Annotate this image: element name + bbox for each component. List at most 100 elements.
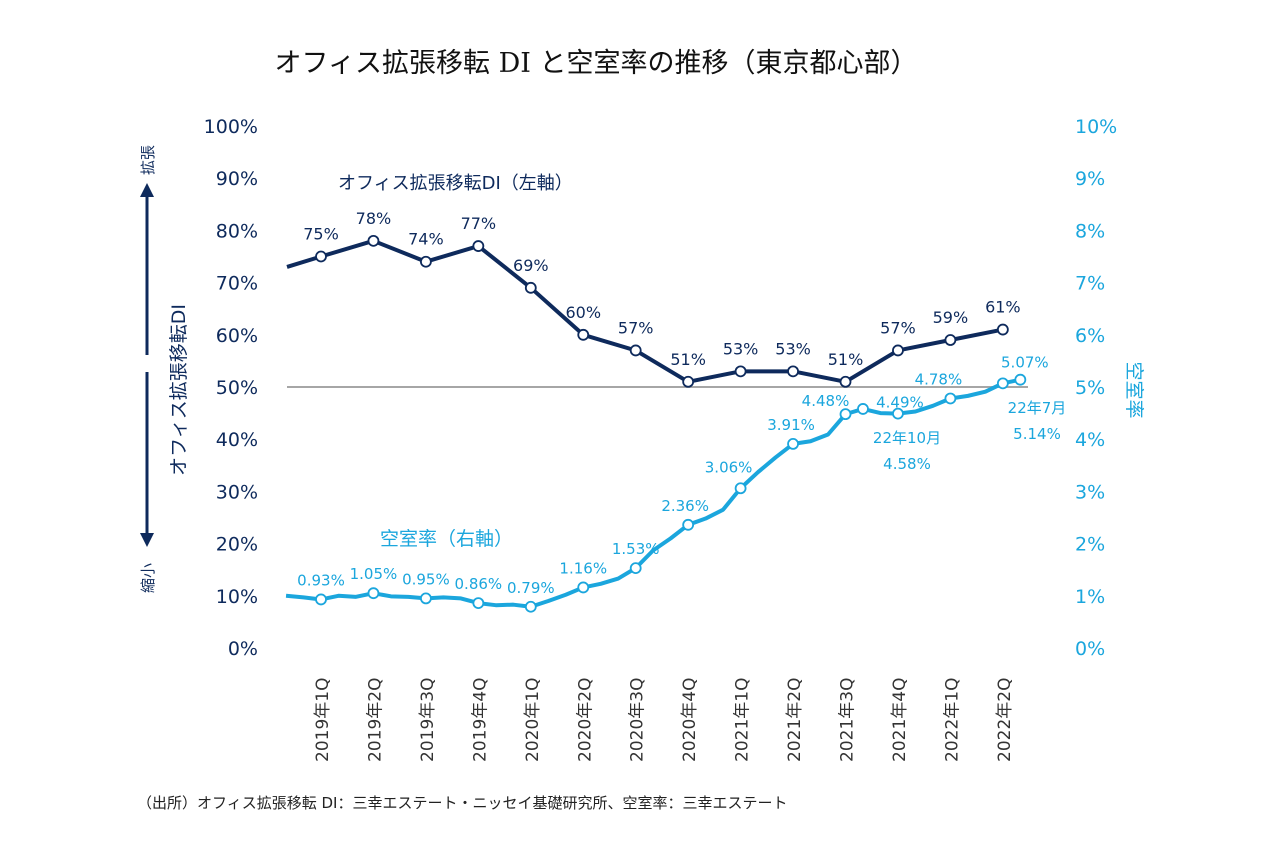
right-tick-label: 10% [1075, 116, 1117, 138]
di-data-label: 60% [565, 303, 601, 322]
x-tick-label: 2022年2Q [995, 678, 1015, 762]
right-tick-label: 2% [1075, 534, 1105, 556]
di-marker [892, 344, 904, 357]
di-data-label: 51% [828, 350, 864, 369]
vacancy-marker [787, 437, 799, 450]
vacancy-data-label: 4.48% [802, 392, 850, 410]
di-data-label: 59% [933, 308, 969, 327]
di-marker [734, 365, 747, 378]
right-tick-label: 8% [1075, 220, 1105, 242]
left-tick-label: 70% [216, 273, 258, 295]
right-tick-label: 9% [1075, 168, 1105, 190]
right-tick-label: 3% [1075, 481, 1105, 503]
vacancy-data-label: 0.95% [402, 570, 450, 588]
x-tick-label: 2021年4Q [890, 678, 910, 762]
di-marker [367, 234, 380, 247]
right-tick-label: 7% [1075, 273, 1105, 295]
right-tick-label: 5% [1075, 377, 1105, 399]
vacancy-data-label: 0.93% [297, 571, 345, 589]
x-tick-label: 2020年4Q [680, 678, 700, 762]
vacancy-marker [996, 377, 1009, 390]
vacancy-marker [472, 597, 485, 610]
di-line [286, 238, 1004, 384]
di-marker [944, 334, 957, 346]
vacancy-data-label: 1.05% [350, 565, 398, 583]
right-axis-label: 空室率 [1123, 361, 1145, 418]
di-marker [787, 365, 799, 378]
vacancy-data-label: 1.53% [612, 540, 660, 558]
x-tick-label: 2019年3Q [418, 678, 438, 762]
vacancy-marker [892, 407, 904, 420]
di-marker [315, 250, 327, 263]
x-tick-label: 2022年1Q [942, 678, 962, 762]
vacancy-data-label: 0.79% [507, 579, 555, 597]
vacancy-marker [419, 592, 432, 605]
di-data-label: 77% [461, 214, 497, 233]
vacancy-data-label: 4.78% [915, 370, 963, 388]
di-marker [629, 344, 642, 357]
right-tick-label: 4% [1075, 429, 1105, 451]
left-tick-label: 90% [216, 168, 258, 190]
vacancy-date-label: 22年7月 [1008, 399, 1067, 417]
right-tick-label: 6% [1075, 325, 1105, 347]
vacancy-series-label: 空室率（右軸） [380, 528, 513, 550]
left-tick-label: 100% [204, 116, 258, 138]
di-data-label: 57% [880, 318, 916, 337]
x-tick-label: 2019年2Q [365, 678, 385, 762]
vacancy-marker [1014, 373, 1027, 386]
left-tick-label: 10% [216, 586, 258, 608]
di-data-label: 61% [985, 298, 1021, 317]
vacancy-data-label: 2.36% [661, 497, 709, 515]
vacancy-marker [734, 482, 747, 495]
di-marker [682, 375, 695, 388]
up-arrow-icon [140, 183, 154, 197]
di-data-label: 51% [670, 350, 706, 369]
vacancy-marker [839, 408, 852, 421]
vacancy-marker [315, 593, 327, 606]
left-tick-label: 0% [228, 638, 258, 660]
vacancy-marker [857, 403, 869, 415]
di-data-label: 69% [513, 256, 549, 275]
di-series-label: オフィス拡張移転DI（左軸） [338, 173, 573, 194]
x-tick-label: 2021年2Q [785, 678, 805, 762]
vacancy-marker [367, 587, 380, 600]
di-data-label: 53% [723, 339, 759, 358]
di-marker [839, 375, 852, 388]
x-tick-label: 2021年3Q [838, 678, 858, 762]
vacancy-data-label: 3.06% [705, 458, 753, 476]
right-tick-label: 0% [1075, 638, 1105, 660]
vacancy-marker [629, 562, 642, 575]
vacancy-marker [577, 581, 590, 594]
di-data-label: 74% [408, 230, 444, 249]
chart-title: オフィス拡張移転 DI と空室率の推移（東京都心部） [275, 48, 918, 79]
vacancy-marker [524, 600, 537, 613]
x-tick-label: 2020年1Q [523, 678, 543, 762]
vacancy-data-label: 0.86% [455, 575, 503, 593]
vacancy-data-label: 3.91% [767, 416, 815, 434]
left-axis-label: オフィス拡張移転DI [168, 304, 190, 476]
left-tick-label: 60% [216, 325, 258, 347]
left-tick-label: 50% [216, 377, 258, 399]
left-tick-label: 40% [216, 429, 258, 451]
vacancy-marker [682, 518, 695, 531]
shrink-label: 縮小 [139, 563, 157, 593]
x-tick-label: 2020年2Q [575, 678, 595, 762]
vacancy-data-label: 4.49% [876, 394, 924, 412]
left-tick-label: 80% [216, 220, 258, 242]
di-marker [419, 255, 432, 268]
di-marker [996, 323, 1009, 336]
di-marker [524, 281, 537, 294]
vacancy-date-label: 22年10月 [873, 429, 941, 447]
di-marker [472, 240, 485, 252]
di-marker [577, 328, 590, 341]
expand-label: 拡張 [139, 145, 157, 175]
vacancy-data-label: 1.16% [559, 559, 607, 577]
di-data-label: 57% [618, 318, 654, 337]
down-arrow-icon [140, 533, 154, 547]
x-tick-label: 2020年3Q [628, 678, 648, 762]
x-tick-label: 2021年1Q [733, 678, 753, 762]
footnote: （出所）オフィス拡張移転 DI：三幸エステート・ニッセイ基礎研究所、空室率：三幸… [137, 794, 787, 812]
vacancy-marker [944, 392, 957, 405]
